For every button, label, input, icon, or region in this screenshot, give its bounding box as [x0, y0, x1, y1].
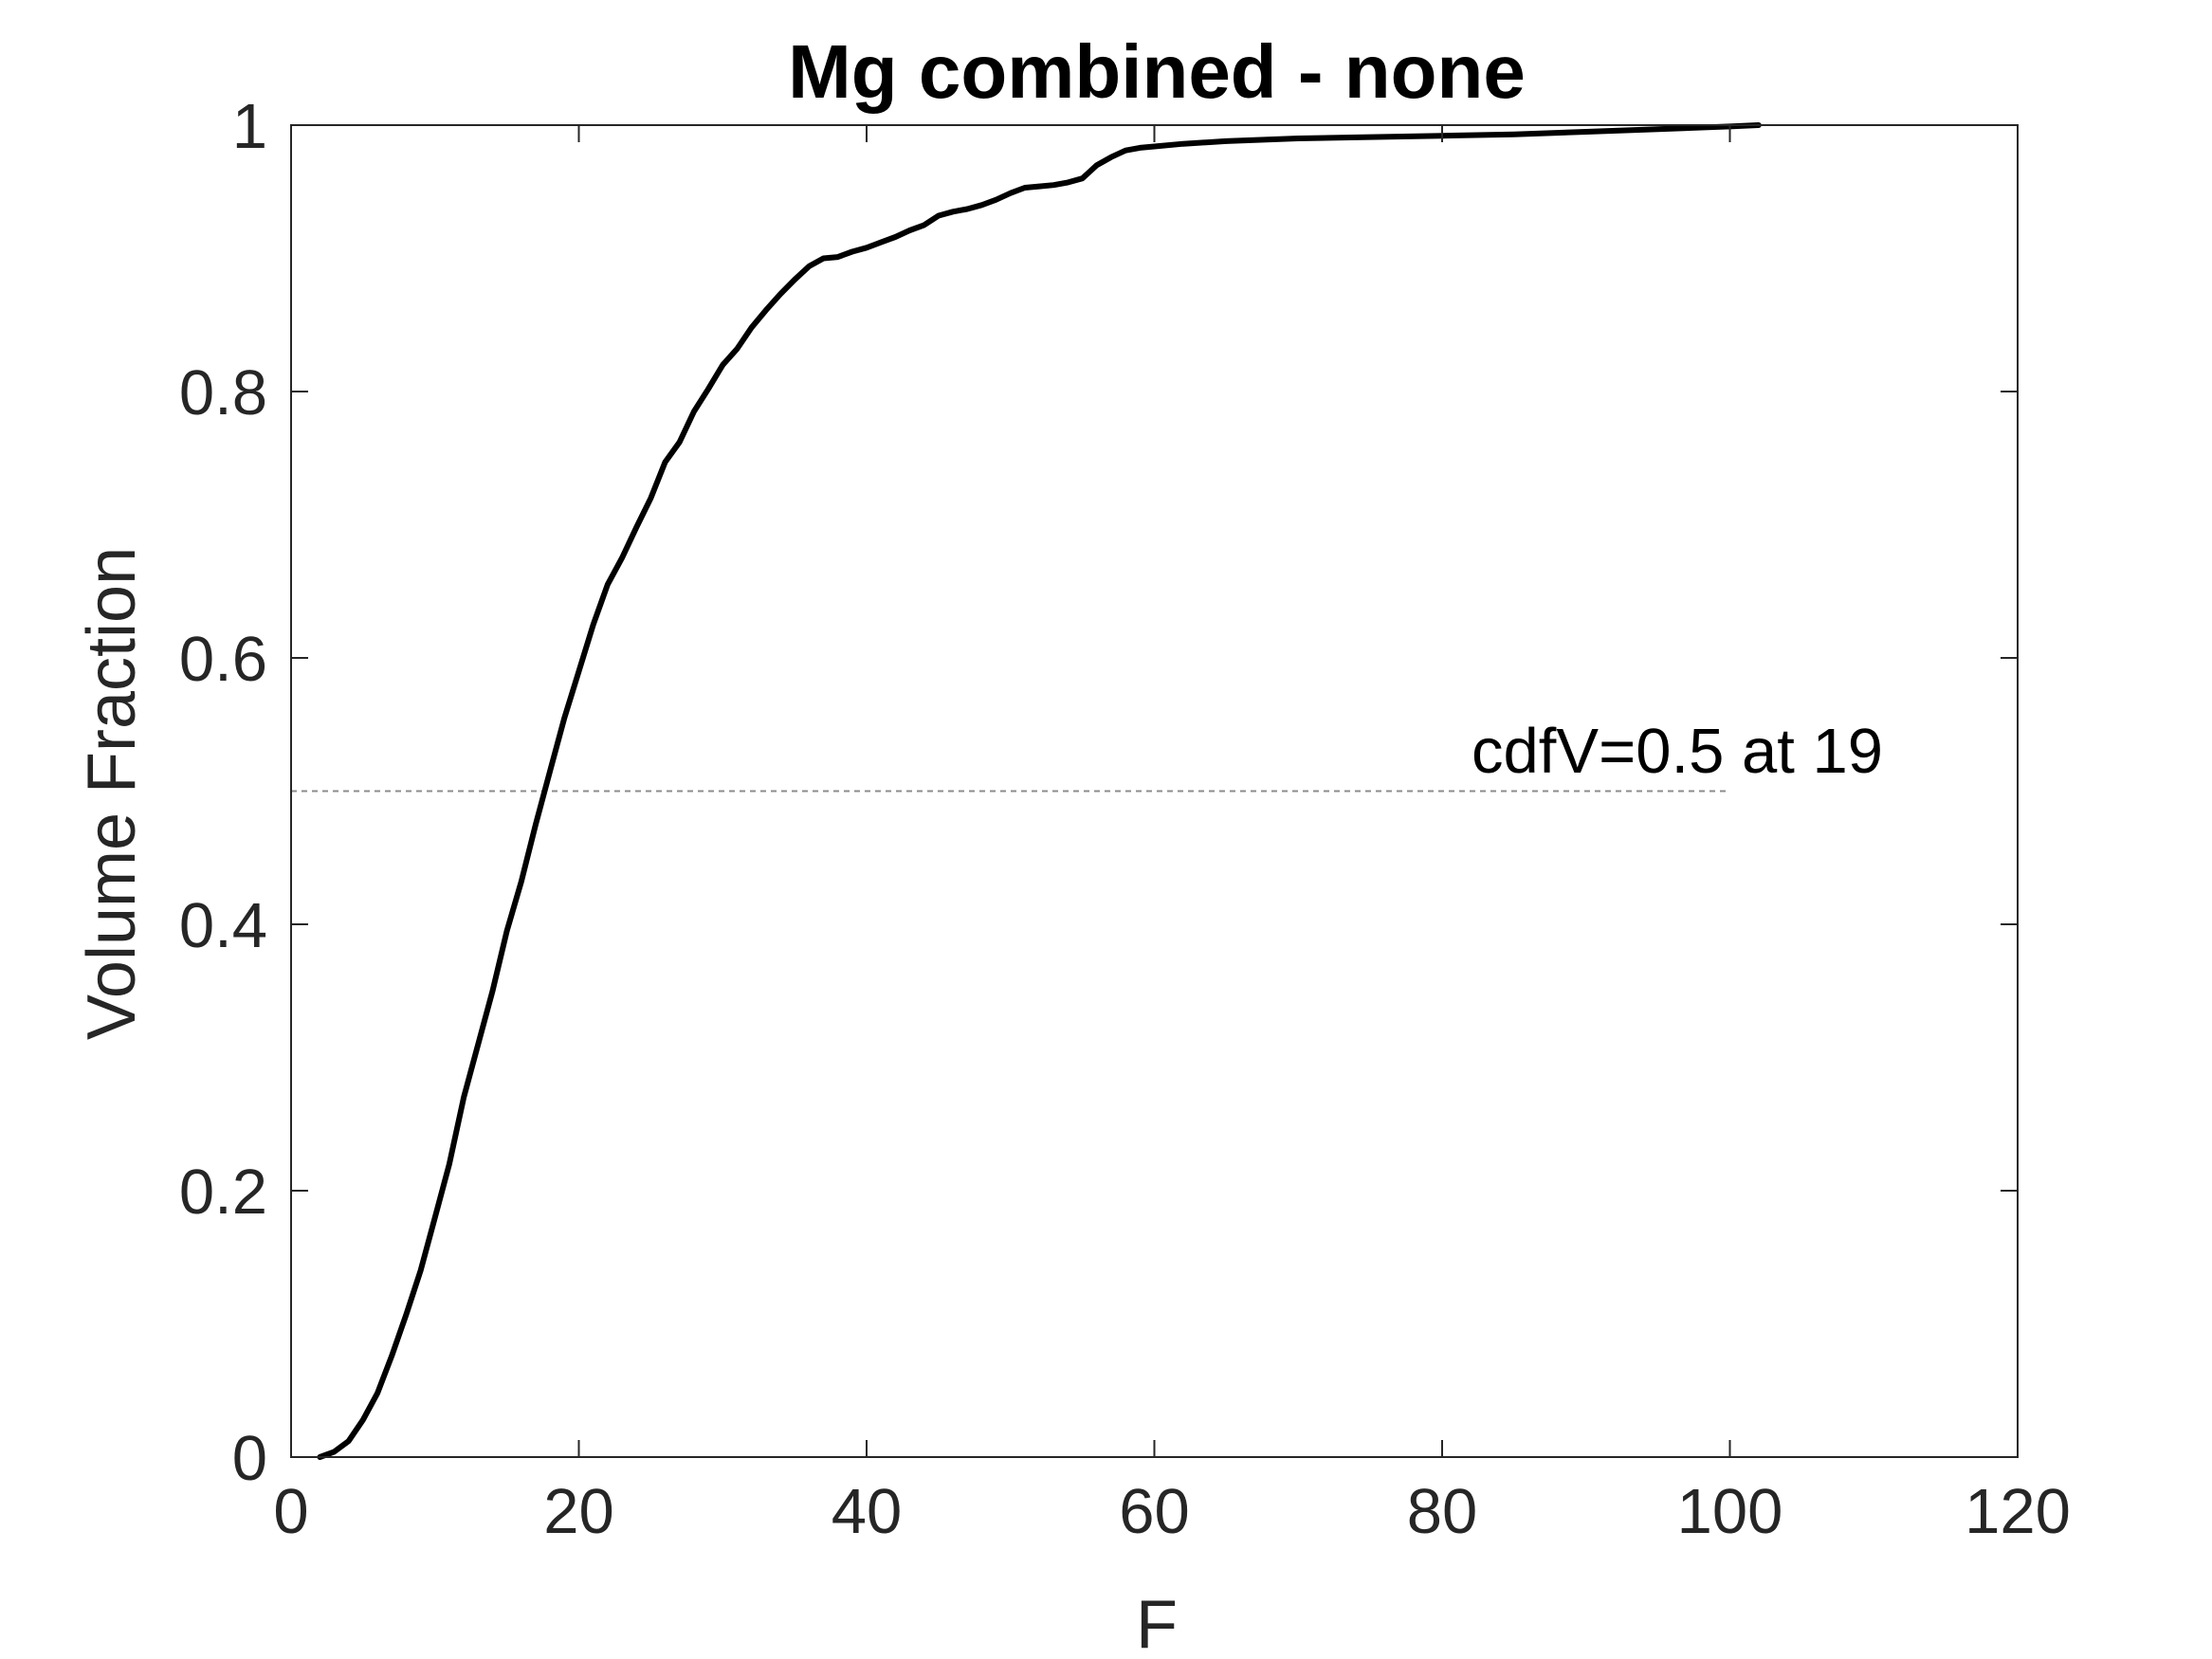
y-tick-label-0.4: 0.4: [179, 890, 267, 961]
y-tick-label-0: 0: [232, 1423, 267, 1494]
y-tick-label-0.6: 0.6: [179, 624, 267, 695]
x-tick-label-80: 80: [1407, 1476, 1478, 1547]
x-tick-label-60: 60: [1119, 1476, 1190, 1547]
x-axis-label: F: [1136, 1587, 1178, 1659]
median-annotation: cdfV=0.5 at 19: [1472, 716, 1883, 787]
axis-ticks: 0 20 40 60 80 100 120 0 0.2 0.4 0.6 0.8 1: [179, 91, 2071, 1547]
x-tick-label-120: 120: [1965, 1476, 2071, 1547]
x-tick-label-0: 0: [273, 1476, 308, 1547]
y-axis-label: Volume Fraction: [74, 547, 150, 1040]
series-line-0: [317, 122, 1762, 1460]
y-tick-label-1: 1: [232, 91, 267, 162]
x-tick-label-100: 100: [1677, 1476, 1783, 1547]
y-tick-label-0.2: 0.2: [179, 1157, 267, 1228]
x-tick-label-40: 40: [832, 1476, 903, 1547]
chart-title: Mg combined - none: [788, 29, 1526, 114]
y-tick-label-0.8: 0.8: [179, 357, 267, 428]
x-tick-label-20: 20: [543, 1476, 614, 1547]
